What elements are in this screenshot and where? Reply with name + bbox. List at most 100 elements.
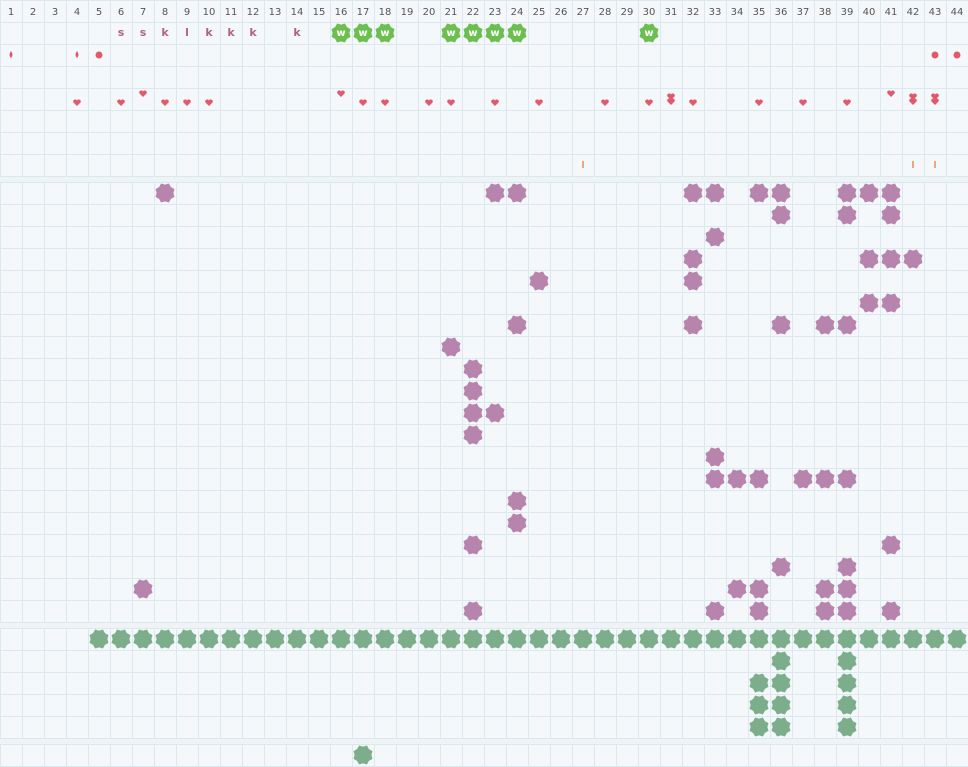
- day-number: 16: [335, 7, 348, 18]
- purple-mark: [727, 579, 747, 599]
- purple-mark: [815, 469, 835, 489]
- heart-icon: [909, 93, 917, 100]
- green-mark: [837, 651, 857, 671]
- green-mark: [595, 629, 615, 649]
- green-mark: [793, 629, 813, 649]
- green-mark: [331, 629, 351, 649]
- green-mark: [727, 629, 747, 649]
- green-mark: [177, 629, 197, 649]
- purple-mark: [837, 205, 857, 225]
- badge: [507, 23, 527, 43]
- green-mark: [551, 629, 571, 649]
- heart-icon: [667, 98, 675, 105]
- day-number: 31: [665, 7, 678, 18]
- purple-mark: [749, 469, 769, 489]
- purple-mark: [837, 469, 857, 489]
- day-number: 13: [269, 7, 282, 18]
- purple-mark: [837, 601, 857, 621]
- purple-mark: [837, 183, 857, 203]
- heart-icon: [139, 90, 147, 97]
- day-number: 8: [162, 7, 168, 18]
- day-number: 32: [687, 7, 700, 18]
- green-mark: [837, 629, 857, 649]
- habit-letter: k: [249, 26, 257, 39]
- dot-icon: [953, 51, 961, 59]
- green-mark: [155, 629, 175, 649]
- heart-icon: [909, 98, 917, 105]
- heart-icon: [73, 99, 81, 106]
- day-number: 30: [643, 7, 656, 18]
- habit-letter: k: [161, 26, 169, 39]
- purple-mark: [683, 271, 703, 291]
- heart-icon: [689, 99, 697, 106]
- heart-icon: [843, 99, 851, 106]
- day-number: 5: [96, 7, 102, 18]
- purple-mark: [881, 601, 901, 621]
- day-number: 25: [533, 7, 546, 18]
- heart-icon: [645, 99, 653, 106]
- purple-mark: [881, 249, 901, 269]
- day-number: 10: [203, 7, 216, 18]
- purple-mark: [771, 205, 791, 225]
- purple-mark: [815, 315, 835, 335]
- day-number: 35: [753, 7, 766, 18]
- heart-icon: [601, 99, 609, 106]
- purple-mark: [705, 469, 725, 489]
- purple-mark: [749, 183, 769, 203]
- purple-mark: [463, 359, 483, 379]
- heart-icon: [887, 90, 895, 97]
- tick-icon: [934, 161, 936, 168]
- day-number: 29: [621, 7, 634, 18]
- day-number: 15: [313, 7, 326, 18]
- purple-mark: [529, 271, 549, 291]
- day-number: 37: [797, 7, 810, 18]
- section-gap: [0, 177, 968, 182]
- day-number: 18: [379, 7, 392, 18]
- green-mark: [639, 629, 659, 649]
- habit-letter: k: [227, 26, 235, 39]
- habit-letter: k: [205, 26, 213, 39]
- green-mark: [419, 629, 439, 649]
- purple-mark: [507, 183, 527, 203]
- day-number: 26: [555, 7, 568, 18]
- green-mark: [771, 651, 791, 671]
- heart-icon: [491, 99, 499, 106]
- habit-letter: k: [293, 26, 301, 39]
- day-number: 39: [841, 7, 854, 18]
- purple-mark: [463, 601, 483, 621]
- day-number: 2: [30, 7, 36, 18]
- purple-mark: [155, 183, 175, 203]
- day-number: 9: [184, 7, 190, 18]
- purple-mark: [793, 469, 813, 489]
- green-mark: [397, 629, 417, 649]
- tick-icon: [912, 161, 914, 168]
- green-mark: [199, 629, 219, 649]
- purple-mark: [859, 249, 879, 269]
- day-number: 23: [489, 7, 502, 18]
- purple-mark: [815, 601, 835, 621]
- purple-mark: [705, 601, 725, 621]
- purple-mark: [507, 513, 527, 533]
- green-mark: [309, 629, 329, 649]
- badge-letter: w: [336, 28, 345, 39]
- purple-mark: [771, 557, 791, 577]
- green-mark: [881, 629, 901, 649]
- day-number: 42: [907, 7, 920, 18]
- day-number: 22: [467, 7, 480, 18]
- purple-mark: [837, 557, 857, 577]
- green-mark: [859, 629, 879, 649]
- day-number: 27: [577, 7, 590, 18]
- day-number: 36: [775, 7, 788, 18]
- tick-icon: [582, 161, 584, 168]
- green-mark: [903, 629, 923, 649]
- purple-mark: [903, 249, 923, 269]
- day-number: 40: [863, 7, 876, 18]
- purple-mark: [463, 403, 483, 423]
- purple-mark: [771, 183, 791, 203]
- badge: [463, 23, 483, 43]
- section-gap: [0, 739, 968, 744]
- day-number: 43: [929, 7, 942, 18]
- green-mark: [749, 695, 769, 715]
- green-mark: [771, 717, 791, 737]
